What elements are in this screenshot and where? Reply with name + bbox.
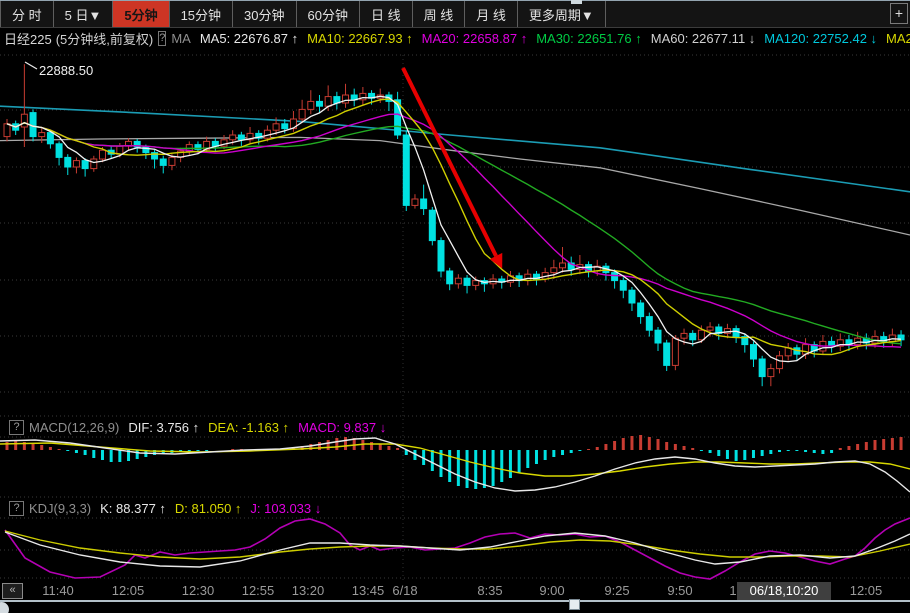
time-axis-label: 13:20	[291, 583, 325, 598]
symbol-title: 日经225	[4, 31, 52, 47]
kdj-title: KDJ(9,3,3)	[29, 500, 92, 516]
period-tab[interactable]: 分 时	[0, 1, 54, 27]
period-tab[interactable]: 月 线	[465, 1, 518, 27]
time-axis-label: 12:30	[181, 583, 215, 598]
help-icon[interactable]: ?	[9, 419, 24, 435]
indicator-value: MA20: 22658.87 ↑	[421, 30, 528, 46]
crosshair-time-tooltip: 06/18,10:20	[737, 582, 831, 600]
indicator-value: MA120: 22752.42 ↓	[764, 30, 878, 46]
time-axis-label: 9:25	[604, 583, 630, 598]
scrollbar-knob[interactable]	[0, 602, 9, 613]
add-panel-button[interactable]: +	[890, 3, 908, 24]
price-callout-label: 22888.50	[39, 63, 94, 78]
ma-indicator-header: 日经225 (5分钟线,前复权) ? MA MA5: 22676.87 ↑ MA1…	[4, 29, 910, 47]
chart-subtitle: (5分钟线,前复权)	[55, 31, 154, 47]
horizontal-scrollbar[interactable]	[0, 600, 910, 602]
indicator-value: MA10: 22667.93 ↑	[307, 30, 413, 46]
time-axis-label: 12:05	[849, 583, 883, 598]
indicator-value: J: 103.033 ↓	[250, 500, 322, 516]
period-tab[interactable]: 15分钟	[170, 1, 234, 27]
ma-values: MA5: 22676.87 ↑ MA10: 22667.93 ↑ MA20: 226…	[191, 31, 910, 46]
period-tab[interactable]: 5 日▼	[54, 1, 114, 27]
time-axis-label: 9:50	[667, 583, 693, 598]
indicator-value: MA60: 22677.11 ↓	[650, 30, 756, 46]
slider-notch-icon	[571, 0, 582, 4]
period-tab[interactable]: 30分钟	[233, 1, 297, 27]
macd-title: MACD(12,26,9)	[29, 419, 120, 435]
time-axis: « 06/18,10:20 11:40 12:05 12:30 12:55 13:20 1…	[0, 582, 910, 600]
help-icon[interactable]: ?	[9, 500, 24, 516]
period-tab[interactable]: 5分钟	[113, 1, 170, 27]
collapse-button[interactable]: «	[2, 583, 23, 599]
time-axis-label: 8:35	[477, 583, 503, 598]
time-axis-label: 13:45	[351, 583, 385, 598]
period-tab[interactable]: 更多周期▼	[518, 1, 606, 27]
time-axis-label: 12:05	[111, 583, 145, 598]
period-tab[interactable]: 周 线	[413, 1, 466, 27]
indicator-value: K: 88.377 ↑	[100, 500, 166, 516]
time-axis-label: 9:00	[539, 583, 565, 598]
indicator-value: D: 81.050 ↑	[174, 500, 242, 516]
kdj-values: K: 88.377 ↑ D: 81.050 ↑ J: 103.033 ↓	[91, 501, 321, 516]
time-axis-label: 1	[729, 583, 737, 598]
time-axis-label: 6/18	[392, 583, 418, 598]
kdj-indicator-header: ? KDJ(9,3,3) K: 88.377 ↑ D: 81.050 ↑ J: 10…	[4, 499, 910, 517]
indicator-value: MACD: 9.837 ↓	[298, 419, 387, 435]
macd-indicator-header: ? MACD(12,26,9) DIF: 3.756 ↑ DEA: -1.163 …	[4, 418, 910, 436]
indicator-value-clipped: MA2	[886, 30, 910, 46]
time-axis-label: 12:55	[241, 583, 275, 598]
scrollbar-handle[interactable]	[569, 599, 580, 610]
period-tab[interactable]: 60分钟	[297, 1, 360, 27]
indicator-value: DIF: 3.756 ↑	[128, 419, 200, 435]
indicator-value: DEA: -1.163 ↑	[208, 419, 290, 435]
macd-values: DIF: 3.756 ↑ DEA: -1.163 ↑ MACD: 9.837 ↓	[119, 420, 386, 435]
help-icon[interactable]: ?	[158, 30, 167, 46]
indicator-value: MA30: 22651.76 ↑	[536, 30, 642, 46]
time-axis-label: 11:40	[42, 583, 74, 598]
indicator-value: MA5: 22676.87 ↑	[199, 30, 299, 46]
ma-group-label: MA	[171, 30, 191, 46]
period-tab[interactable]: 日 线	[360, 1, 413, 27]
